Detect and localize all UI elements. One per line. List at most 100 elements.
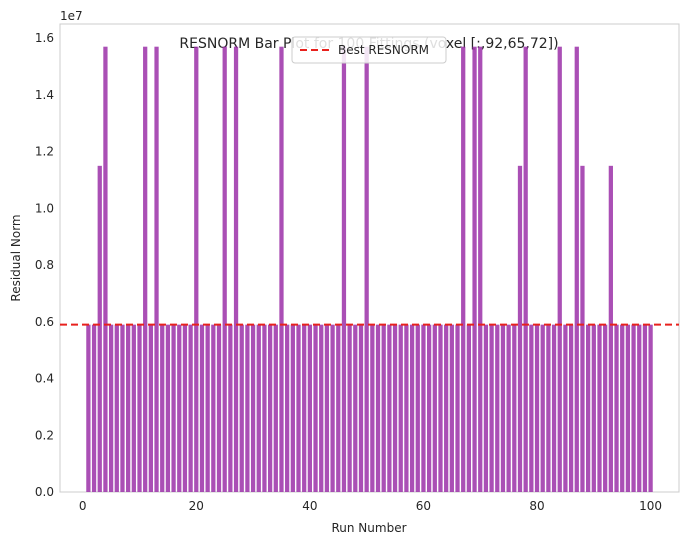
bar-run-61 xyxy=(427,324,432,492)
legend-box xyxy=(291,36,447,64)
bar-run-76 xyxy=(512,324,517,492)
bar-run-43 xyxy=(324,324,330,492)
bar-run-58 xyxy=(409,324,415,492)
bar-run-41 xyxy=(313,324,318,492)
bar-run-70 xyxy=(478,46,483,492)
bar-run-3 xyxy=(97,165,102,492)
bar-run-95 xyxy=(620,324,625,492)
bar-run-66 xyxy=(455,324,460,492)
bar-run-97 xyxy=(631,324,636,492)
bar-run-24 xyxy=(216,324,222,492)
x-tick-label-60: 60 xyxy=(416,499,431,513)
plot-frame xyxy=(59,23,680,493)
y-tick-label-7: 1.4 xyxy=(35,88,54,102)
bar-run-30 xyxy=(250,324,256,492)
bar-run-26 xyxy=(228,324,233,492)
bar-run-9 xyxy=(131,324,136,492)
bar-run-12 xyxy=(148,324,153,492)
bar-run-50 xyxy=(364,46,369,492)
bar-run-91 xyxy=(597,324,602,492)
bar-run-31 xyxy=(256,324,261,492)
y-tick-label-8: 1.6 xyxy=(35,31,54,45)
x-axis-ticks: 0 20 40 60 80 100 xyxy=(79,499,662,513)
bar-run-75 xyxy=(506,324,511,492)
bar-run-80 xyxy=(534,324,540,492)
bar-run-60 xyxy=(421,324,426,492)
bar-run-62 xyxy=(432,324,437,492)
bar-run-77 xyxy=(517,165,523,492)
bar-run-29 xyxy=(245,324,250,492)
bar-run-83 xyxy=(551,324,557,492)
bar-run-22 xyxy=(205,324,210,492)
bar-run-10 xyxy=(137,324,142,492)
bar-series xyxy=(86,46,653,492)
bar-run-14 xyxy=(160,324,165,492)
bar-run-21 xyxy=(199,324,205,492)
bar-run-5 xyxy=(108,324,114,492)
bar-run-19 xyxy=(188,324,193,492)
y-tick-label-4: 0.8 xyxy=(35,258,54,272)
bar-run-46 xyxy=(341,46,347,492)
bar-run-45 xyxy=(336,324,341,492)
legend: Best RESNORM xyxy=(291,36,447,64)
bar-run-13 xyxy=(154,46,159,492)
x-tick-label-80: 80 xyxy=(529,499,544,513)
bar-run-88 xyxy=(580,165,585,492)
bar-run-93 xyxy=(608,165,613,492)
bar-run-34 xyxy=(273,324,278,492)
bar-run-71 xyxy=(483,324,489,492)
bar-run-18 xyxy=(182,324,188,492)
bar-run-23 xyxy=(211,324,216,492)
bar-run-1 xyxy=(86,324,91,492)
bar-run-67 xyxy=(461,46,466,492)
bar-run-32 xyxy=(262,324,267,492)
bar-run-40 xyxy=(307,324,312,492)
bar-run-39 xyxy=(302,324,307,492)
y-tick-label-5: 1.0 xyxy=(35,201,54,215)
bar-run-65 xyxy=(449,324,454,492)
bar-run-74 xyxy=(500,324,506,492)
x-tick-label-0: 0 xyxy=(79,499,87,513)
bar-run-20 xyxy=(194,46,199,492)
bar-run-55 xyxy=(392,324,398,492)
bar-run-59 xyxy=(415,324,420,492)
bar-run-8 xyxy=(126,324,131,492)
x-axis-label: Run Number xyxy=(331,521,406,535)
bar-run-63 xyxy=(438,324,443,492)
y-axis-ticks: 0.0 0.2 0.4 0.6 0.8 1.0 1.2 1.4 1.6 xyxy=(35,31,54,499)
y-tick-label-0: 0.0 xyxy=(35,485,54,499)
bar-run-69 xyxy=(472,46,477,492)
bar-run-85 xyxy=(563,324,568,492)
bar-run-28 xyxy=(239,324,244,492)
bar-run-56 xyxy=(398,324,403,492)
bar-run-51 xyxy=(370,324,375,492)
bar-run-92 xyxy=(603,324,608,492)
bar-run-94 xyxy=(614,324,619,492)
bar-run-98 xyxy=(637,324,642,492)
bar-run-6 xyxy=(114,324,119,492)
bar-run-54 xyxy=(387,324,392,492)
bar-run-42 xyxy=(319,324,324,492)
plot-area xyxy=(59,23,680,493)
bar-run-96 xyxy=(625,324,631,492)
bar-run-36 xyxy=(285,324,290,492)
bar-run-52 xyxy=(375,324,381,492)
bar-run-86 xyxy=(568,324,574,492)
x-tick-label-40: 40 xyxy=(302,499,317,513)
bar-run-79 xyxy=(529,324,534,492)
bar-run-37 xyxy=(290,324,295,492)
bar-run-17 xyxy=(177,324,182,492)
bar-run-87 xyxy=(574,46,579,492)
bar-run-25 xyxy=(222,46,227,492)
bar-run-15 xyxy=(165,324,171,492)
y-axis-label: Residual Norm xyxy=(9,214,23,301)
bar-run-47 xyxy=(347,324,352,492)
bar-run-99 xyxy=(642,324,648,492)
bar-run-72 xyxy=(489,324,494,492)
bar-run-35 xyxy=(279,46,284,492)
x-tick-label-100: 100 xyxy=(639,499,662,513)
y-tick-label-2: 0.4 xyxy=(35,372,54,386)
bar-run-2 xyxy=(91,324,97,492)
y-axis-offset-label: 1e7 xyxy=(60,9,83,23)
